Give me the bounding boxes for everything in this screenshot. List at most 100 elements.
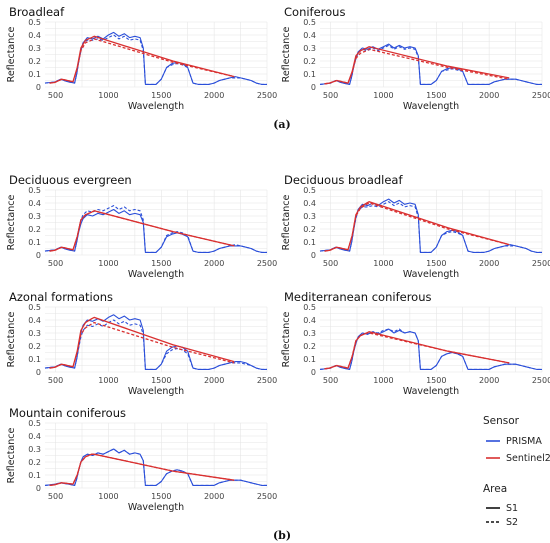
y-axis-label: Reflectance	[6, 26, 17, 82]
x-axis-label: Wavelength	[403, 386, 459, 397]
y-tick-label: 0.5	[28, 419, 41, 428]
panel-deciduous-broadleaf: Deciduous broadleaf 0 0.1 0.2 0.3 0.4 0.5 500 10…	[281, 173, 550, 280]
legend-sentinel2-label: Sentinel2	[506, 453, 550, 464]
panel-title-broadleaf: Broadleaf	[9, 5, 65, 19]
y-tick-label: 0.5	[28, 18, 41, 27]
y-tick-label: 0.5	[303, 186, 316, 195]
series-sentinel2-s2	[324, 48, 510, 85]
caption-a: (a)	[273, 118, 291, 131]
y-tick-label: 0	[36, 368, 41, 377]
y-tick-label: 0.5	[303, 303, 316, 312]
legend-s1-label: S1	[506, 503, 518, 514]
x-tick-label: 1500	[426, 91, 446, 100]
y-axis-label: Reflectance	[281, 194, 292, 250]
x-tick-label: 1500	[151, 376, 171, 385]
y-tick-label: 0.3	[28, 329, 41, 338]
y-tick-label: 0.5	[28, 186, 41, 195]
y-axis-label: Reflectance	[281, 311, 292, 367]
panel-mountain-coniferous: Mountain coniferous 0 0.1 0.2 0.3 0.4 0.5 500 10…	[6, 406, 277, 513]
y-tick-label: 0.1	[303, 355, 316, 364]
x-tick-label: 1000	[98, 259, 118, 268]
x-axis-label: Wavelength	[128, 386, 184, 397]
legend-prisma-label: PRISMA	[506, 436, 542, 447]
y-tick-label: 0.1	[28, 238, 41, 247]
x-tick-label: 1000	[98, 376, 118, 385]
x-tick-label: 1500	[151, 91, 171, 100]
y-tick-label: 0	[311, 251, 316, 260]
y-tick-label: 0.2	[28, 458, 41, 467]
x-tick-label: 2000	[479, 91, 499, 100]
panels-container: Broadleaf 0 0.1 0.2 0.3 0.4 0.5 500 1000 1500 2000…	[6, 5, 550, 513]
y-axis-label: Reflectance	[6, 194, 17, 250]
panel-title-deciduous-evergreen: Deciduous evergreen	[9, 173, 132, 187]
grid	[45, 189, 268, 256]
x-tick-label: 500	[48, 376, 63, 385]
x-tick-label: 500	[48, 91, 63, 100]
panel-title-coniferous: Coniferous	[284, 5, 345, 19]
x-tick-label: 2500	[257, 259, 277, 268]
series-prisma-s2	[44, 448, 267, 486]
x-tick-label: 2000	[204, 376, 224, 385]
y-tick-label: 0.2	[28, 225, 41, 234]
x-tick-label: 1500	[426, 376, 446, 385]
series-prisma-s2	[44, 205, 267, 253]
panel-broadleaf: Broadleaf 0 0.1 0.2 0.3 0.4 0.5 500 1000 1500 2000…	[6, 5, 277, 112]
y-tick-label: 0.4	[28, 199, 41, 208]
x-axis-label: Wavelength	[128, 269, 184, 280]
y-tick-label: 0.4	[28, 31, 41, 40]
grid	[320, 21, 543, 88]
y-tick-label: 0.4	[28, 432, 41, 441]
x-tick-label: 1000	[373, 91, 393, 100]
y-tick-label: 0.3	[303, 44, 316, 53]
panel-title-deciduous-broadleaf: Deciduous broadleaf	[284, 173, 403, 187]
legend-s2-label: S2	[506, 517, 518, 528]
y-tick-label: 0.3	[28, 44, 41, 53]
grid	[45, 422, 268, 489]
y-tick-label: 0.4	[28, 316, 41, 325]
y-tick-label: 0	[311, 83, 316, 92]
panel-title-mountain-coniferous: Mountain coniferous	[9, 406, 126, 420]
legend-area-title: Area	[483, 483, 507, 495]
x-tick-label: 500	[323, 259, 338, 268]
y-tick-label: 0.4	[303, 31, 316, 40]
series-prisma-s2	[319, 44, 542, 85]
x-tick-label: 2000	[479, 259, 499, 268]
y-tick-label: 0.3	[28, 445, 41, 454]
panel-title-mediterranean-coniferous: Mediterranean coniferous	[284, 290, 432, 304]
x-tick-label: 2500	[532, 376, 550, 385]
y-tick-label: 0.2	[28, 57, 41, 66]
x-tick-label: 2000	[204, 492, 224, 501]
x-tick-label: 2500	[532, 259, 550, 268]
y-tick-label: 0.3	[28, 212, 41, 221]
y-tick-label: 0.5	[28, 303, 41, 312]
y-tick-label: 0.4	[303, 316, 316, 325]
x-tick-label: 500	[48, 259, 63, 268]
panel-coniferous: Coniferous 0 0.1 0.2 0.3 0.4 0.5 500 1000 1500 200…	[281, 5, 550, 112]
x-tick-label: 2500	[532, 91, 550, 100]
x-tick-label: 1000	[373, 376, 393, 385]
y-tick-label: 0.2	[303, 225, 316, 234]
x-tick-label: 2000	[204, 259, 224, 268]
y-tick-label: 0.1	[28, 70, 41, 79]
series-sentinel2-s2	[49, 321, 235, 369]
x-tick-label: 1000	[98, 492, 118, 501]
panel-azonal-formations: Azonal formations 0 0.1 0.2 0.3 0.4 0.5 500 1000…	[6, 290, 277, 397]
series-prisma-s2	[319, 328, 542, 370]
series-sentinel2-s2	[49, 210, 235, 252]
y-tick-label: 0.2	[303, 57, 316, 66]
x-tick-label: 2000	[479, 376, 499, 385]
y-axis-label: Reflectance	[6, 311, 17, 367]
x-tick-label: 1500	[151, 492, 171, 501]
y-axis-label: Reflectance	[6, 427, 17, 483]
y-tick-label: 0.3	[303, 329, 316, 338]
grid	[45, 306, 268, 373]
y-tick-label: 0.1	[28, 471, 41, 480]
series-sentinel2-s2	[49, 38, 235, 84]
x-tick-label: 500	[48, 492, 63, 501]
y-tick-label: 0.5	[303, 18, 316, 27]
legend-sensor-title: Sensor	[483, 415, 520, 427]
x-tick-label: 2500	[257, 492, 277, 501]
y-tick-label: 0	[311, 368, 316, 377]
series-prisma-s2	[44, 34, 267, 85]
x-tick-label: 500	[323, 91, 338, 100]
